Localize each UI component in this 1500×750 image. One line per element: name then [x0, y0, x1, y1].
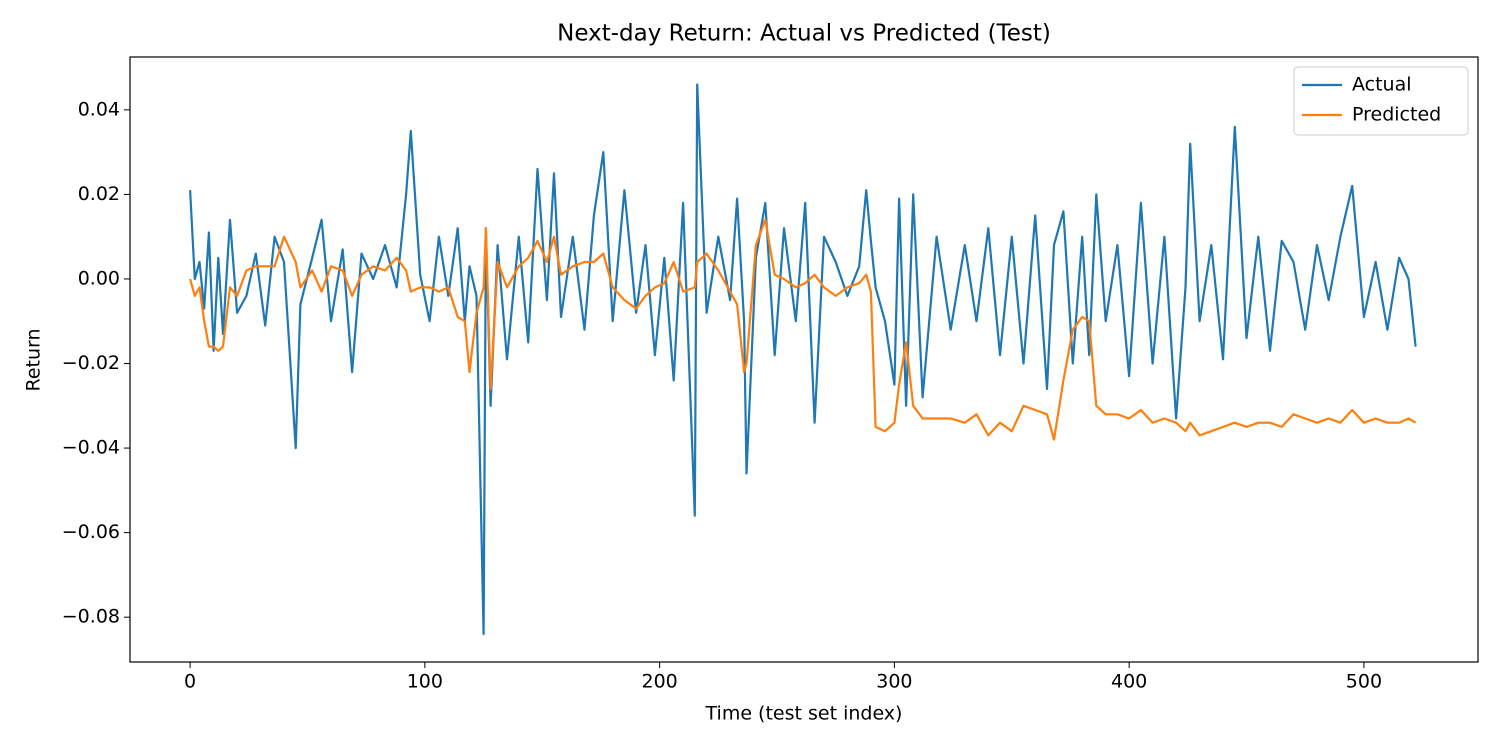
y-tick-label: 0.02	[78, 183, 120, 205]
y-tick-label: −0.08	[62, 606, 120, 628]
x-tick-label: 300	[876, 671, 912, 693]
x-axis-label: Time (test set index)	[705, 703, 903, 725]
x-tick-label: 200	[641, 671, 677, 693]
series-line	[189, 218, 1417, 441]
y-tick-label: 0.04	[78, 98, 120, 120]
series-line	[189, 83, 1417, 636]
y-tick-label: −0.02	[62, 352, 120, 374]
chart-title: Next-day Return: Actual vs Predicted (Te…	[557, 21, 1051, 47]
legend-label: Predicted	[1352, 104, 1441, 126]
y-tick-label: 0.00	[78, 267, 120, 289]
x-tick-label: 400	[1111, 671, 1147, 693]
x-tick-label: 100	[407, 671, 443, 693]
legend-label: Actual	[1352, 74, 1412, 96]
y-tick-label: −0.06	[62, 521, 120, 543]
y-axis-label: Return	[23, 328, 45, 391]
x-tick-label: 0	[184, 671, 196, 693]
y-tick-label: −0.04	[62, 437, 120, 459]
plot-frame	[129, 56, 1479, 663]
x-tick-label: 500	[1346, 671, 1382, 693]
